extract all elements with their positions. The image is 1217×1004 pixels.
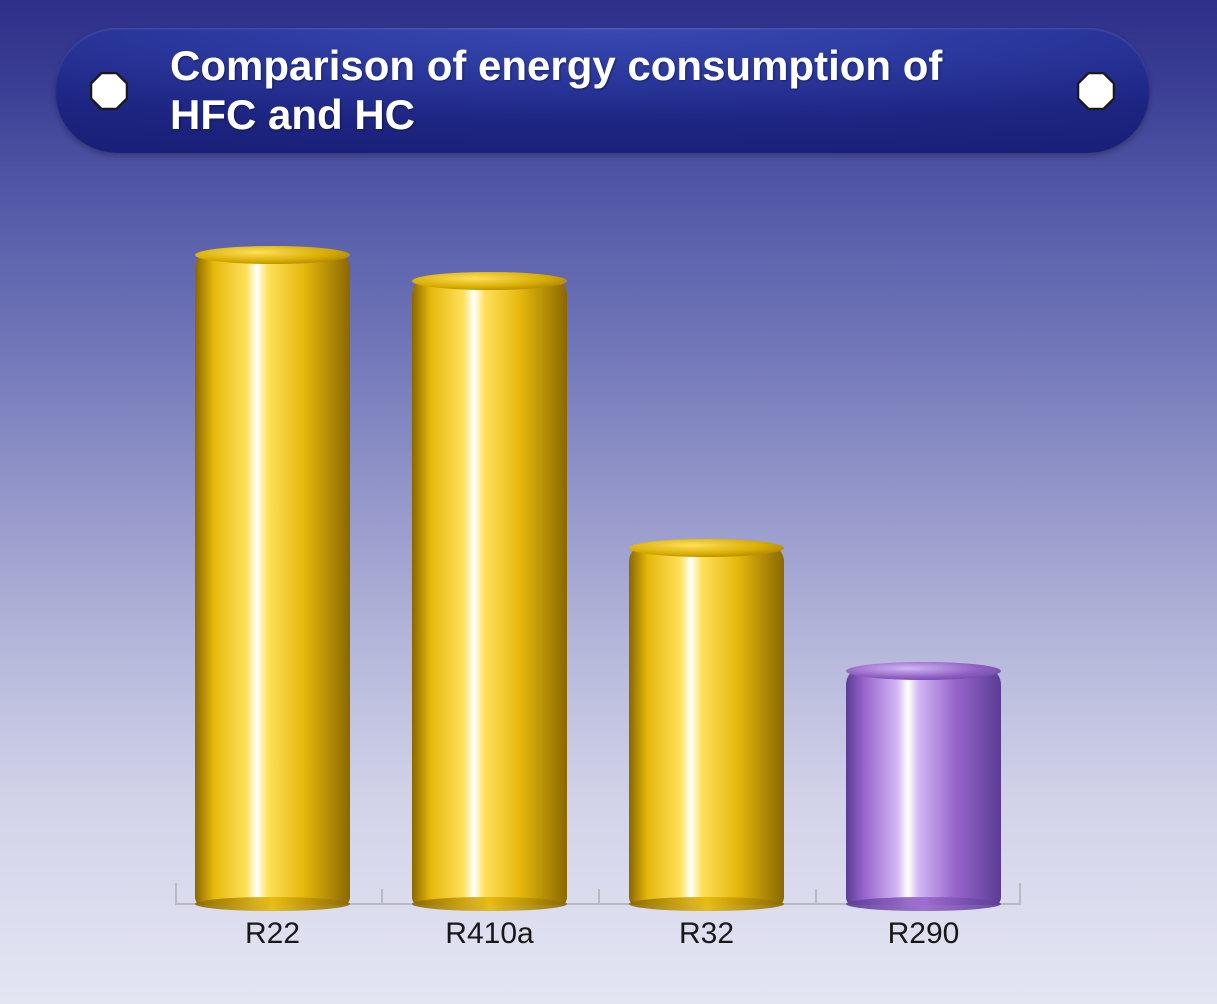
octagon-icon (1077, 72, 1115, 110)
bar-top (412, 272, 567, 290)
axis-tick (1019, 883, 1021, 905)
axis-tick (598, 889, 600, 905)
bar-R22 (195, 255, 350, 905)
title-bar: Comparison of energy consumption of HFC … (55, 28, 1150, 153)
bar-base (195, 897, 350, 911)
bar-label-R290: R290 (839, 917, 1009, 951)
chart-plot-area (175, 235, 1045, 905)
bar-top (846, 662, 1001, 680)
axis-tick (815, 889, 817, 905)
bar-base (846, 897, 1001, 911)
bar-R290 (846, 671, 1001, 905)
bar-label-R32: R32 (622, 917, 792, 951)
bar-base (412, 897, 567, 911)
bar-R32 (629, 548, 784, 906)
bar-base (629, 897, 784, 911)
bar-top (629, 539, 784, 557)
bar-top (195, 246, 350, 264)
axis-tick (381, 889, 383, 905)
bar-R410a (412, 281, 567, 905)
octagon-icon (90, 72, 128, 110)
slide-title: Comparison of energy consumption of HFC … (170, 42, 1035, 139)
slide: Comparison of energy consumption of HFC … (0, 0, 1217, 1004)
bar-chart: R22 R410a R32 R290 (175, 235, 1045, 965)
bar-label-R22: R22 (188, 917, 358, 951)
axis-tick (175, 883, 177, 905)
bar-label-R410a: R410a (405, 917, 575, 951)
